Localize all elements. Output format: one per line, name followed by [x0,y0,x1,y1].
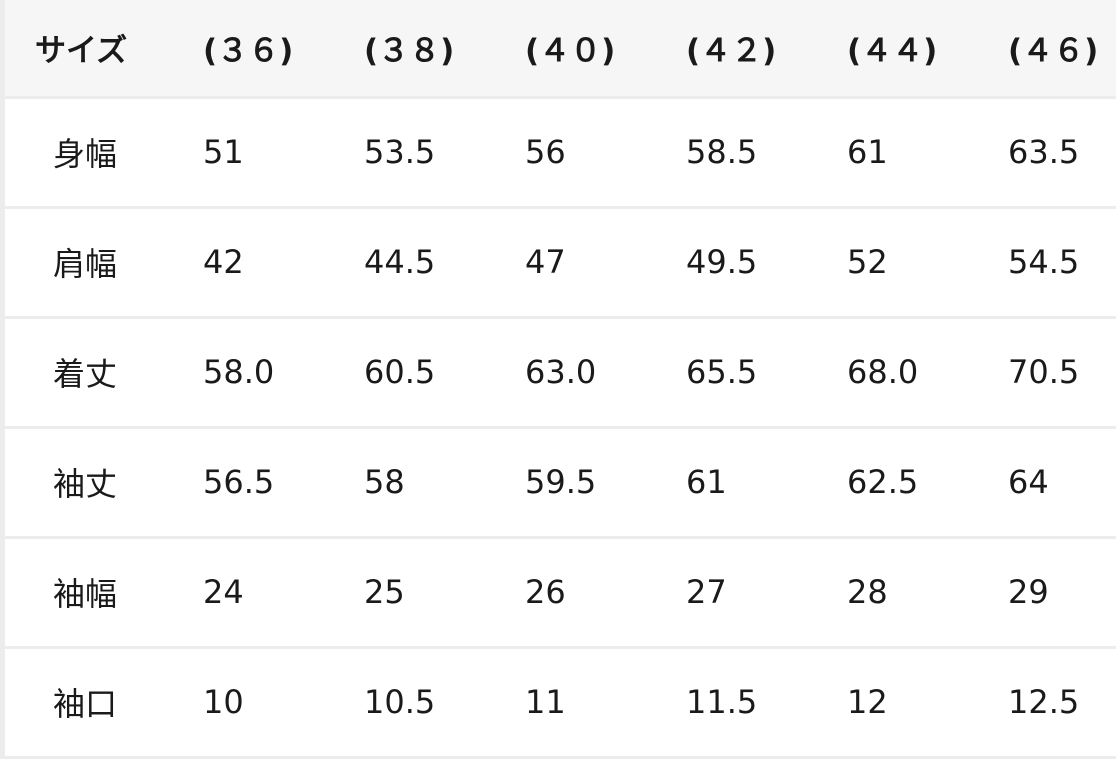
table-cell: 11.5 [686,683,758,721]
table-cell: 70.5 [1008,353,1080,391]
table-cell: 56 [525,133,566,171]
table-cell: 65.5 [686,353,758,391]
table-cell: 59.5 [525,463,597,501]
table-cell: 42 [203,243,244,281]
table-cell: 68.0 [847,353,919,391]
header-cell: (４０) [525,33,616,70]
row-label: 袖口 [53,685,118,723]
table-cell: 47 [525,243,566,281]
table-cell: 64 [1008,463,1049,501]
header-cell: (３６) [203,33,294,70]
header-cell: サイズ [35,33,128,70]
table-cell: 11 [525,683,566,721]
table-cell: 61 [686,463,727,501]
table-row: 袖幅 24 25 26 27 28 29 [2,537,1116,647]
table-cell: 12.5 [1008,683,1080,721]
row-label: 袖丈 [53,465,118,503]
table-cell: 44.5 [364,243,436,281]
table-cell: 10 [203,683,244,721]
table-cell: 62.5 [847,463,919,501]
table-cell: 49.5 [686,243,758,281]
row-label: 着丈 [53,355,118,393]
table-cell: 26 [525,573,566,611]
table-row: 着丈 58.0 60.5 63.0 65.5 68.0 70.5 [2,317,1116,427]
table-cell: 56.5 [203,463,275,501]
table-cell: 53.5 [364,133,436,171]
table-cell: 63.5 [1008,133,1080,171]
table-cell: 25 [364,573,405,611]
table-row: 袖丈 56.5 58 59.5 61 62.5 64 [2,427,1116,537]
header-row: サイズ (３６) (３８) (４０) (４２) (４４) (４６) [2,0,1116,97]
table-cell: 51 [203,133,244,171]
table-cell: 12 [847,683,888,721]
header-cell: (３８) [364,33,455,70]
row-label: 袖幅 [53,575,118,613]
table-row: 肩幅 42 44.5 47 49.5 52 54.5 [2,207,1116,317]
row-label: 肩幅 [53,245,118,283]
header-cell: (４２) [686,33,777,70]
table-cell: 60.5 [364,353,436,391]
header-cell: (４６) [1008,33,1099,70]
table-cell: 24 [203,573,244,611]
table-cell: 58.0 [203,353,275,391]
table-row: 身幅 51 53.5 56 58.5 61 63.5 [2,97,1116,207]
table-cell: 29 [1008,573,1049,611]
table-cell: 28 [847,573,888,611]
table-cell: 58.5 [686,133,758,171]
table-cell: 52 [847,243,888,281]
table-cell: 54.5 [1008,243,1080,281]
table-row: 袖口 10 10.5 11 11.5 12 12.5 [2,647,1116,757]
header-cell: (４４) [847,33,938,70]
row-label: 身幅 [53,135,118,173]
table-cell: 27 [686,573,727,611]
size-chart-table: サイズ (３６) (３８) (４０) (４２) (４４) (４６) 身幅 51 53… [0,0,1116,759]
table-cell: 61 [847,133,888,171]
table-cell: 63.0 [525,353,597,391]
table-cell: 10.5 [364,683,436,721]
table-cell: 58 [364,463,405,501]
